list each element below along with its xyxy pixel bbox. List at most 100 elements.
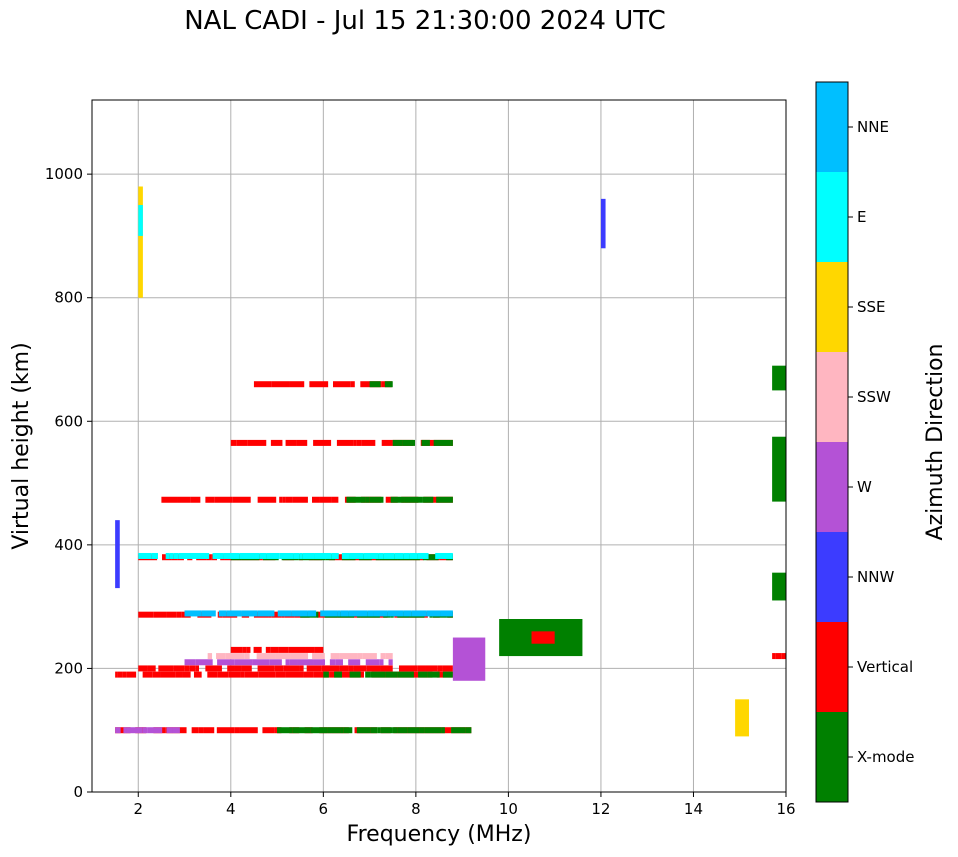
echo-trace-segment <box>246 646 251 653</box>
echo-trace-segment <box>392 727 398 734</box>
echo-trace-segment <box>333 381 351 388</box>
colorbar-category-label: X-mode <box>857 748 914 766</box>
echo-trace-segment <box>313 659 326 666</box>
echo-trace-segment <box>331 552 339 559</box>
echo-trace-segment <box>195 659 209 666</box>
echo-trace-segment <box>441 727 445 734</box>
echo-trace-segment <box>253 646 262 653</box>
echo-trace-segment <box>173 552 179 559</box>
echo-trace-segment <box>285 659 290 666</box>
echo-trace-segment <box>381 381 388 388</box>
x-tick-label: 4 <box>226 800 236 818</box>
echo-trace-segment <box>289 659 298 666</box>
echo-trace-segment <box>165 552 170 559</box>
echo-trace-segment <box>138 611 154 618</box>
y-tick-label: 1000 <box>45 165 83 183</box>
colorbar-swatch <box>816 262 848 352</box>
echo-trace-segment <box>232 496 251 503</box>
echo-trace-segment <box>152 671 161 678</box>
colorbar-label: Azimuth Direction <box>923 343 948 540</box>
echo-trace-segment <box>191 727 199 734</box>
colorbar-swatch <box>816 352 848 442</box>
echo-trace-segment <box>435 552 453 559</box>
colorbar-swatch <box>816 82 848 172</box>
echo-trace-segment <box>242 646 247 653</box>
echo-trace-segment <box>403 552 410 559</box>
echo-trace-segment <box>781 653 786 660</box>
echo-trace-segment <box>257 496 277 503</box>
echo-trace-segment <box>340 610 349 617</box>
echo-trace-segment <box>169 552 174 559</box>
echo-trace-segment <box>348 665 354 672</box>
x-tick-label: 2 <box>133 800 143 818</box>
plot-frame <box>91 99 787 793</box>
echo-trace-segment <box>417 552 429 559</box>
echo-trace-segment <box>290 653 309 660</box>
echo-trace-segment <box>214 496 233 503</box>
echo-trace-segment <box>353 439 357 446</box>
echo-trace-segment <box>241 665 252 672</box>
echo-trace-segment <box>331 496 339 503</box>
echo-trace-segment <box>319 496 332 503</box>
echo-trace-segment <box>402 439 416 446</box>
echo-trace-segment <box>177 496 191 503</box>
echo-trace-segment <box>299 552 303 559</box>
echo-trace-segment <box>772 653 776 660</box>
echo-trace-segment <box>234 659 253 666</box>
echo-trace-segment <box>403 610 412 617</box>
echo-trace-segment <box>166 727 173 734</box>
colorbar-category-label: NNE <box>857 118 889 136</box>
echo-trace-segment <box>377 727 381 734</box>
echo-trace-segment <box>367 610 374 617</box>
echo-trace-segment <box>176 611 182 618</box>
echo-trace-segment <box>254 552 260 559</box>
echo-trace-segment <box>427 671 440 678</box>
echo-trace-vertical <box>772 572 786 601</box>
echo-trace-vertical <box>115 520 120 589</box>
echo-trace-vertical <box>600 198 606 249</box>
echo-trace-segment <box>244 671 259 678</box>
echo-trace-segment <box>230 439 237 446</box>
echo-trace-vertical <box>531 631 555 644</box>
y-tick-label: 600 <box>54 412 83 430</box>
echo-trace-segment <box>436 671 448 678</box>
echo-trace-segment <box>240 671 245 678</box>
echo-trace-segment <box>302 552 315 559</box>
colorbar-category-label: SSE <box>857 298 886 316</box>
echo-trace-vertical <box>735 699 749 737</box>
echo-trace-segment <box>384 381 393 388</box>
echo-trace-segment <box>172 727 180 734</box>
echo-trace-segment <box>205 496 215 503</box>
x-tick-label: 14 <box>684 800 703 818</box>
echo-trace-segment <box>234 665 242 672</box>
echo-trace-segment <box>353 665 367 672</box>
echo-trace-segment <box>312 496 320 503</box>
echo-trace-segment <box>247 439 267 446</box>
echo-trace-segment <box>266 552 280 559</box>
echo-trace-segment <box>226 610 242 617</box>
echo-trace-segment <box>182 671 187 678</box>
echo-trace-segment <box>258 671 276 678</box>
echo-trace-segment <box>397 671 414 678</box>
echo-trace-segment <box>330 653 340 660</box>
echo-trace-segment <box>283 665 300 672</box>
colorbar-swatch <box>816 622 848 712</box>
echo-trace-segment <box>277 727 293 734</box>
echo-trace-segment <box>775 653 782 660</box>
echo-trace-segment <box>285 496 293 503</box>
echo-trace-segment <box>166 611 177 618</box>
echo-trace-segment <box>279 496 283 503</box>
data-marks <box>115 186 786 737</box>
echo-trace-segment <box>257 665 275 672</box>
echo-trace-segment <box>216 727 235 734</box>
echo-trace-segment <box>277 610 292 617</box>
echo-trace-segment <box>310 727 328 734</box>
echo-trace-segment <box>360 381 376 388</box>
echo-trace-segment <box>313 671 330 678</box>
echo-trace-segment <box>115 671 118 678</box>
echo-trace-segment <box>203 727 215 734</box>
echo-trace-segment <box>335 659 343 666</box>
echo-trace-segment <box>138 552 152 559</box>
x-tick-label: 6 <box>319 800 329 818</box>
echo-trace-segment <box>428 554 436 561</box>
